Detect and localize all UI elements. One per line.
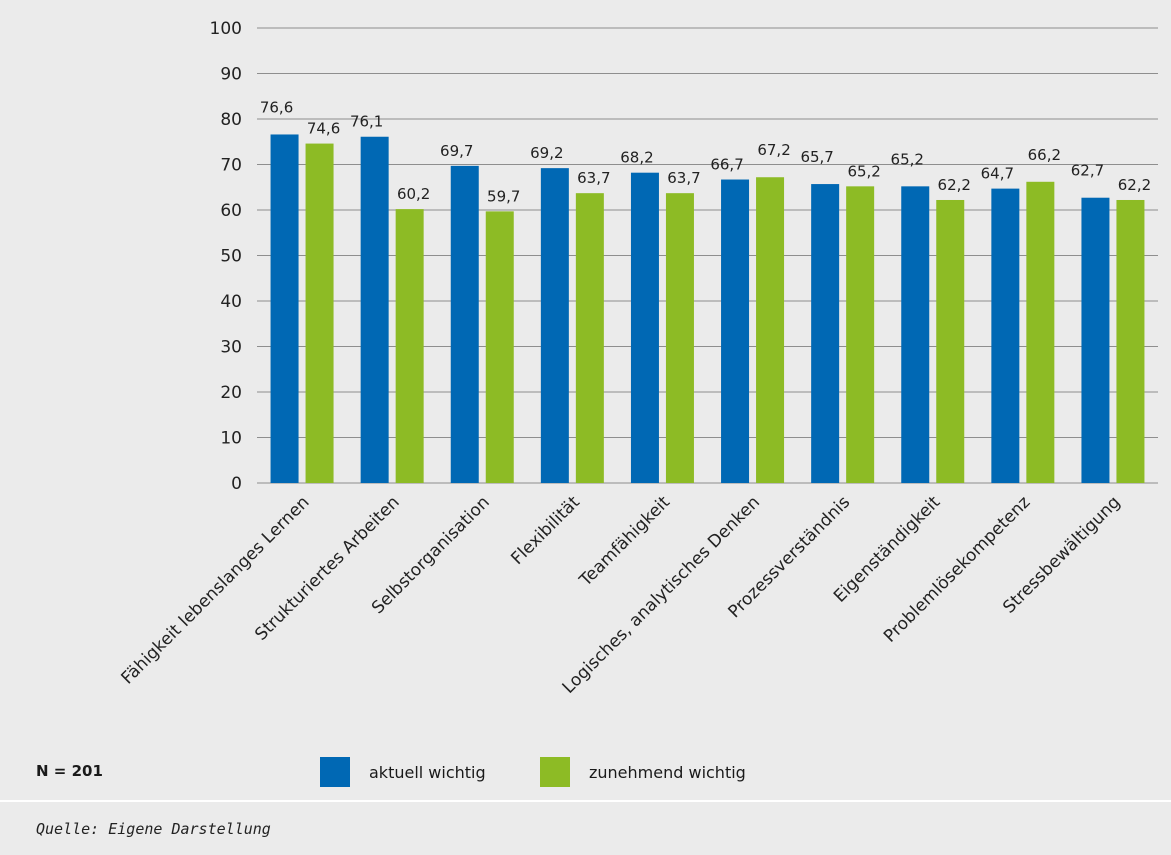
- y-tick-label: 0: [231, 474, 242, 494]
- data-label: 69,2: [530, 144, 563, 162]
- data-label: 68,2: [620, 149, 653, 167]
- legend-item-aktuell: aktuell wichtig: [320, 756, 486, 788]
- y-tick-label: 40: [220, 292, 242, 312]
- data-label: 65,2: [891, 150, 924, 168]
- bar-aktuell: [540, 168, 569, 483]
- bar-aktuell: [630, 172, 659, 483]
- bar-zunehmend: [1026, 181, 1055, 484]
- y-tick-label: 100: [210, 19, 242, 39]
- legend-swatch-aktuell: [320, 757, 350, 787]
- data-label: 62,2: [1118, 176, 1151, 194]
- data-label: 63,7: [667, 169, 700, 187]
- x-tick-label: Problemlösekompetenz: [880, 492, 1034, 646]
- legend-swatch-zunehmend: [540, 757, 570, 787]
- sample-size: N = 201: [36, 762, 103, 780]
- bar-zunehmend: [395, 209, 424, 483]
- bar-aktuell: [360, 136, 389, 483]
- data-label: 59,7: [487, 187, 520, 205]
- y-tick-label: 90: [220, 65, 242, 85]
- data-label: 76,1: [350, 113, 383, 131]
- data-label: 62,2: [938, 176, 971, 194]
- bar-aktuell: [270, 134, 299, 483]
- bar-zunehmend: [575, 193, 604, 484]
- bar-zunehmend: [665, 193, 694, 484]
- bar-aktuell: [901, 186, 930, 483]
- x-tick-label: Strukturiertes Arbeiten: [251, 492, 403, 644]
- divider: [0, 800, 1171, 802]
- data-label: 66,7: [710, 156, 743, 174]
- x-tick-label: Logisches, analytisches Denken: [559, 492, 764, 697]
- bar-aktuell: [811, 184, 840, 483]
- x-tick-label: Fähigkeit lebenslanges Lernen: [118, 492, 314, 688]
- data-label: 76,6: [260, 98, 293, 116]
- data-label: 74,6: [307, 120, 340, 138]
- bar-zunehmend: [936, 199, 965, 484]
- legend-label-zunehmend: zunehmend wichtig: [589, 762, 746, 782]
- data-label: 60,2: [397, 185, 430, 203]
- bar-zunehmend: [305, 143, 334, 483]
- data-label: 66,2: [1028, 146, 1061, 164]
- data-label: 62,7: [1071, 162, 1104, 180]
- legend-item-zunehmend: zunehmend wichtig: [540, 756, 746, 788]
- bar-chart: 0 10 20 30 40 50 60 70 80 90 100 76,6 74,6 Fähigkeit …: [118, 19, 1158, 698]
- data-label: 69,7: [440, 142, 473, 160]
- bar-aktuell: [1081, 197, 1110, 483]
- legend-label-aktuell: aktuell wichtig: [369, 762, 486, 782]
- y-tick-label: 70: [220, 156, 242, 176]
- bar-zunehmend: [485, 211, 514, 484]
- x-tick-label: Teamfähigkeit: [575, 492, 674, 591]
- data-label: 65,2: [847, 162, 880, 180]
- chart-area: 0 10 20 30 40 50 60 70 80 90 100 76,6 74,6 Fähigkeit …: [118, 19, 1158, 698]
- legend: N = 201 aktuell wichtig zunehmend wichti…: [0, 756, 1171, 790]
- data-label: 65,7: [800, 148, 833, 166]
- bar-zunehmend: [846, 186, 875, 483]
- y-tick-label: 30: [220, 338, 242, 358]
- data-label: 67,2: [757, 141, 790, 159]
- y-tick-label: 60: [220, 201, 242, 221]
- data-label: 64,7: [981, 165, 1014, 183]
- x-tick-label: Flexibilität: [507, 492, 584, 569]
- y-tick-label: 10: [220, 429, 242, 449]
- bar-aktuell: [450, 165, 479, 484]
- bar-zunehmend: [756, 177, 785, 484]
- y-tick-label: 50: [220, 247, 242, 267]
- bar-aktuell: [721, 179, 750, 483]
- bar-zunehmend: [1116, 199, 1145, 484]
- y-tick-label: 20: [220, 383, 242, 403]
- data-label: 63,7: [577, 169, 610, 187]
- bar-aktuell: [991, 188, 1020, 484]
- y-tick-label: 80: [220, 110, 242, 130]
- source-note: Quelle: Eigene Darstellung: [36, 820, 271, 838]
